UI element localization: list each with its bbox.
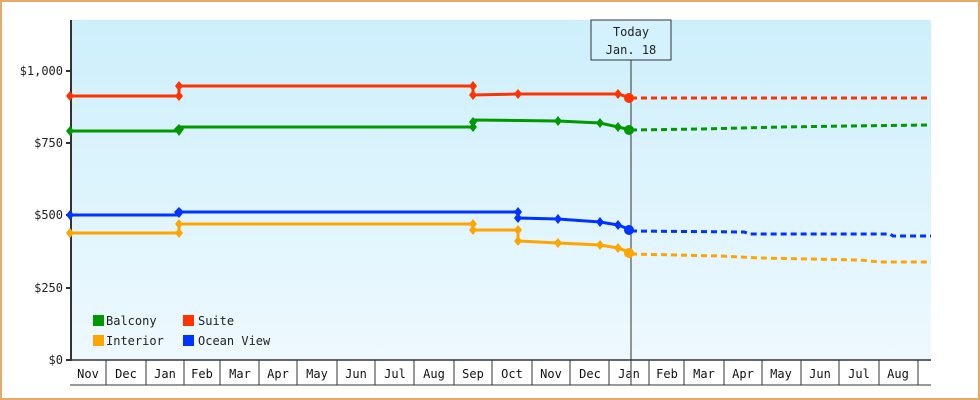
legend-item-suite: Suite bbox=[183, 314, 234, 328]
y-tick-label: $500 bbox=[34, 208, 63, 222]
x-month-label: Jun bbox=[345, 367, 367, 381]
interior-swatch bbox=[93, 335, 104, 346]
series-interior bbox=[66, 219, 931, 264]
balcony-swatch bbox=[93, 315, 104, 326]
y-tick-label: $1,000 bbox=[20, 64, 63, 78]
x-axis: Nov Dec Jan Feb Mar Apr May Jun Jul Aug … bbox=[70, 359, 931, 386]
y-tick-label: $250 bbox=[34, 281, 63, 295]
today-marker: Today Jan. 18 bbox=[590, 19, 672, 385]
x-month-label: Mar bbox=[229, 367, 251, 381]
x-month-label: Jul bbox=[848, 367, 870, 381]
x-month-label: Aug bbox=[887, 367, 909, 381]
x-month-label: Nov bbox=[77, 367, 99, 381]
x-month-label: Oct bbox=[501, 367, 523, 381]
legend-item-ocean-view: Ocean View bbox=[183, 334, 271, 348]
x-month-label: Jul bbox=[384, 367, 406, 381]
x-month-label: Dec bbox=[579, 367, 601, 381]
x-month-label: May bbox=[770, 367, 792, 381]
svg-text:Interior: Interior bbox=[106, 334, 164, 348]
today-label: Today bbox=[613, 25, 649, 39]
legend-item-interior: Interior bbox=[93, 334, 164, 348]
balcony-points bbox=[66, 116, 634, 136]
y-axis-labels: $0 $250 $500 $750 $1,000 bbox=[20, 64, 63, 367]
legend-item-balcony: Balcony bbox=[93, 314, 157, 328]
x-month-label: Jan bbox=[618, 367, 640, 381]
interior-points bbox=[66, 219, 634, 258]
x-month-label: Mar bbox=[693, 367, 715, 381]
x-month-label: May bbox=[306, 367, 328, 381]
ocean-view-points bbox=[66, 207, 634, 235]
x-month-label: Aug bbox=[423, 367, 445, 381]
legend: Balcony Suite Interior Ocean View bbox=[93, 314, 271, 348]
x-month-label: Sep bbox=[462, 367, 484, 381]
series-suite bbox=[66, 81, 931, 103]
svg-text:Balcony: Balcony bbox=[106, 314, 157, 328]
svg-text:Ocean View: Ocean View bbox=[198, 334, 271, 348]
series-balcony bbox=[66, 116, 932, 136]
ocean-view-swatch bbox=[183, 335, 194, 346]
x-month-label: Apr bbox=[732, 367, 754, 381]
x-month-label: Jan bbox=[154, 367, 176, 381]
suite-points bbox=[66, 81, 634, 103]
x-month-label: Nov bbox=[540, 367, 562, 381]
y-tick-label: $0 bbox=[49, 353, 63, 367]
plot-area bbox=[71, 20, 931, 360]
today-date-label: Jan. 18 bbox=[606, 43, 657, 57]
x-month-label: Feb bbox=[656, 367, 678, 381]
x-month-label: Apr bbox=[267, 367, 289, 381]
svg-text:Suite: Suite bbox=[198, 314, 234, 328]
series-ocean-view bbox=[66, 207, 931, 238]
x-month-label: Dec bbox=[115, 367, 137, 381]
suite-swatch bbox=[183, 315, 194, 326]
x-month-label: Jun bbox=[809, 367, 831, 381]
y-tick-label: $750 bbox=[34, 136, 63, 150]
x-month-label: Feb bbox=[191, 367, 213, 381]
